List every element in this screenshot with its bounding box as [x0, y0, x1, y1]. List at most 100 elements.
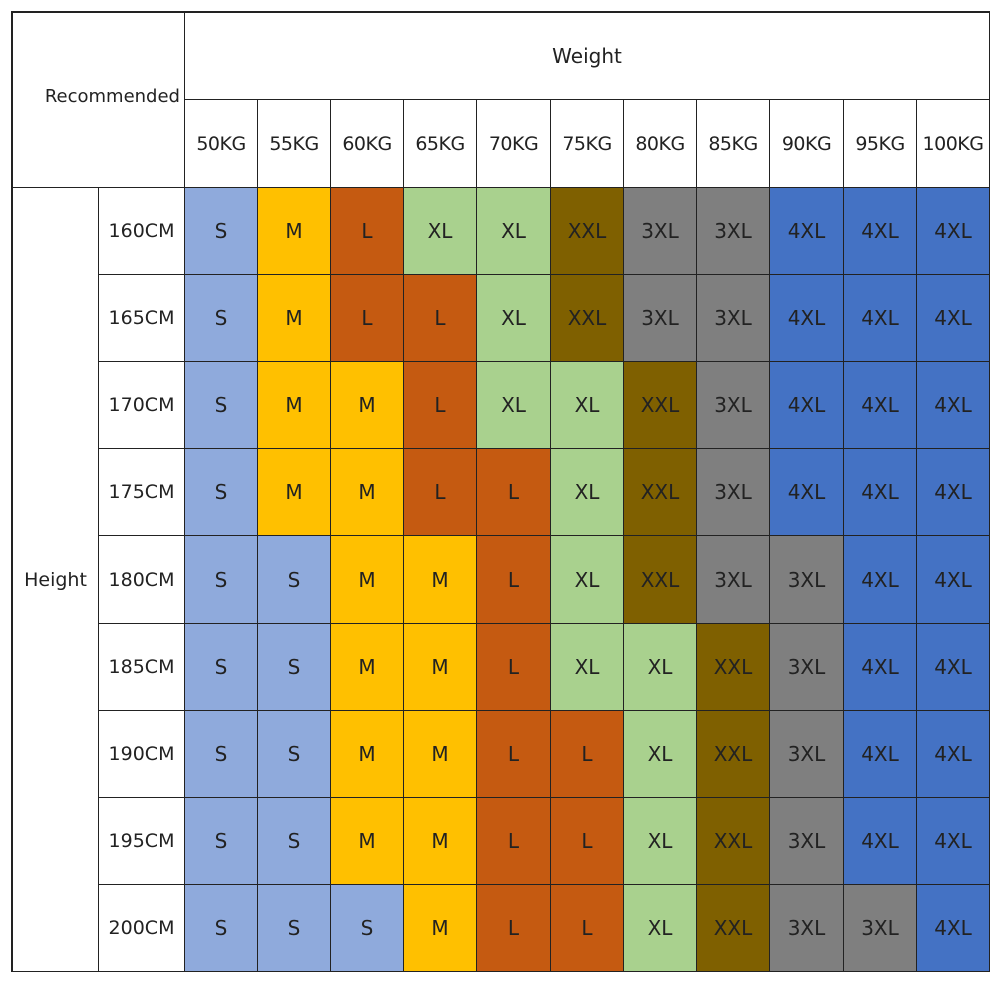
size-cell: 3XL — [697, 188, 770, 275]
size-cell: 3XL — [770, 536, 844, 624]
size-cell: 3XL — [624, 188, 697, 275]
size-cell: XL — [551, 624, 624, 711]
height-row-label: 185CM — [99, 624, 185, 711]
size-cell: 4XL — [917, 536, 990, 624]
size-cell: 3XL — [697, 449, 770, 536]
height-row-label: 190CM — [99, 711, 185, 798]
size-cell: S — [185, 885, 258, 972]
size-cell: 4XL — [917, 362, 990, 449]
size-cell: L — [477, 449, 551, 536]
size-cell: M — [331, 449, 404, 536]
weight-column-label: 95KG — [844, 100, 917, 188]
size-cell: 4XL — [844, 624, 917, 711]
size-cell: 3XL — [697, 362, 770, 449]
size-cell: XL — [624, 711, 697, 798]
size-cell: 4XL — [844, 798, 917, 885]
size-cell: L — [551, 885, 624, 972]
size-cell: S — [185, 624, 258, 711]
size-cell: XL — [477, 362, 551, 449]
size-cell: S — [185, 275, 258, 362]
size-cell: XL — [624, 624, 697, 711]
size-cell: 4XL — [844, 711, 917, 798]
size-cell: 3XL — [697, 536, 770, 624]
size-cell: S — [258, 885, 331, 972]
size-cell: S — [258, 536, 331, 624]
size-cell: S — [185, 798, 258, 885]
size-cell: M — [331, 711, 404, 798]
size-cell: XL — [624, 798, 697, 885]
size-cell: S — [185, 362, 258, 449]
size-cell: L — [477, 885, 551, 972]
weight-column-label: 90KG — [770, 100, 844, 188]
size-cell: M — [258, 362, 331, 449]
size-cell: M — [404, 624, 477, 711]
weight-column-label: 55KG — [258, 100, 331, 188]
weight-column-label: 75KG — [551, 100, 624, 188]
size-cell: XL — [551, 449, 624, 536]
size-cell: 4XL — [770, 449, 844, 536]
size-cell: 4XL — [844, 536, 917, 624]
size-cell: L — [404, 362, 477, 449]
size-cell: 4XL — [917, 798, 990, 885]
size-cell: XXL — [697, 711, 770, 798]
size-cell: 4XL — [917, 275, 990, 362]
size-cell: L — [551, 711, 624, 798]
size-cell: M — [331, 798, 404, 885]
size-cell: M — [258, 188, 331, 275]
size-cell: L — [331, 188, 404, 275]
size-cell: 4XL — [917, 711, 990, 798]
size-cell: 4XL — [844, 362, 917, 449]
size-cell: XL — [551, 362, 624, 449]
weight-column-label: 100KG — [917, 100, 990, 188]
size-cell: L — [477, 536, 551, 624]
size-cell: XXL — [624, 362, 697, 449]
size-cell: S — [258, 624, 331, 711]
size-cell: XL — [477, 275, 551, 362]
height-header: Height — [13, 188, 99, 972]
size-cell: XXL — [697, 798, 770, 885]
weight-column-label: 50KG — [185, 100, 258, 188]
size-cell: S — [331, 885, 404, 972]
height-row-label: 170CM — [99, 362, 185, 449]
size-cell: 4XL — [770, 362, 844, 449]
size-cell: S — [258, 711, 331, 798]
size-cell: 3XL — [624, 275, 697, 362]
size-cell: XXL — [624, 449, 697, 536]
weight-column-label: 65KG — [404, 100, 477, 188]
size-cell: 4XL — [917, 188, 990, 275]
size-cell: 4XL — [844, 188, 917, 275]
size-cell: M — [404, 885, 477, 972]
size-cell: XXL — [551, 275, 624, 362]
size-cell: XXL — [551, 188, 624, 275]
size-cell: 4XL — [917, 885, 990, 972]
size-cell: M — [404, 711, 477, 798]
size-cell: L — [404, 275, 477, 362]
size-cell: M — [404, 798, 477, 885]
corner-label: Recommended — [13, 13, 185, 188]
size-cell: 3XL — [770, 798, 844, 885]
size-cell: S — [185, 449, 258, 536]
size-chart-table: Recommended Weight Height 50KG 55KG 60KG 65… — [11, 11, 990, 972]
size-cell: 4XL — [770, 275, 844, 362]
size-cell: XL — [477, 188, 551, 275]
size-cell: 3XL — [770, 711, 844, 798]
size-cell: 4XL — [770, 188, 844, 275]
size-cell: 3XL — [697, 275, 770, 362]
size-cell: M — [331, 624, 404, 711]
weight-column-label: 80KG — [624, 100, 697, 188]
size-cell: 4XL — [917, 624, 990, 711]
weight-column-label: 60KG — [331, 100, 404, 188]
size-cell: XXL — [624, 536, 697, 624]
size-cell: L — [551, 798, 624, 885]
weight-column-label: 85KG — [697, 100, 770, 188]
size-cell: S — [185, 711, 258, 798]
size-cell: 3XL — [844, 885, 917, 972]
size-cell: 3XL — [770, 624, 844, 711]
size-cell: 4XL — [917, 449, 990, 536]
size-cell: M — [331, 536, 404, 624]
size-cell: 4XL — [844, 449, 917, 536]
size-cell: L — [477, 711, 551, 798]
size-cell: S — [185, 188, 258, 275]
size-cell: L — [477, 624, 551, 711]
height-row-label: 175CM — [99, 449, 185, 536]
